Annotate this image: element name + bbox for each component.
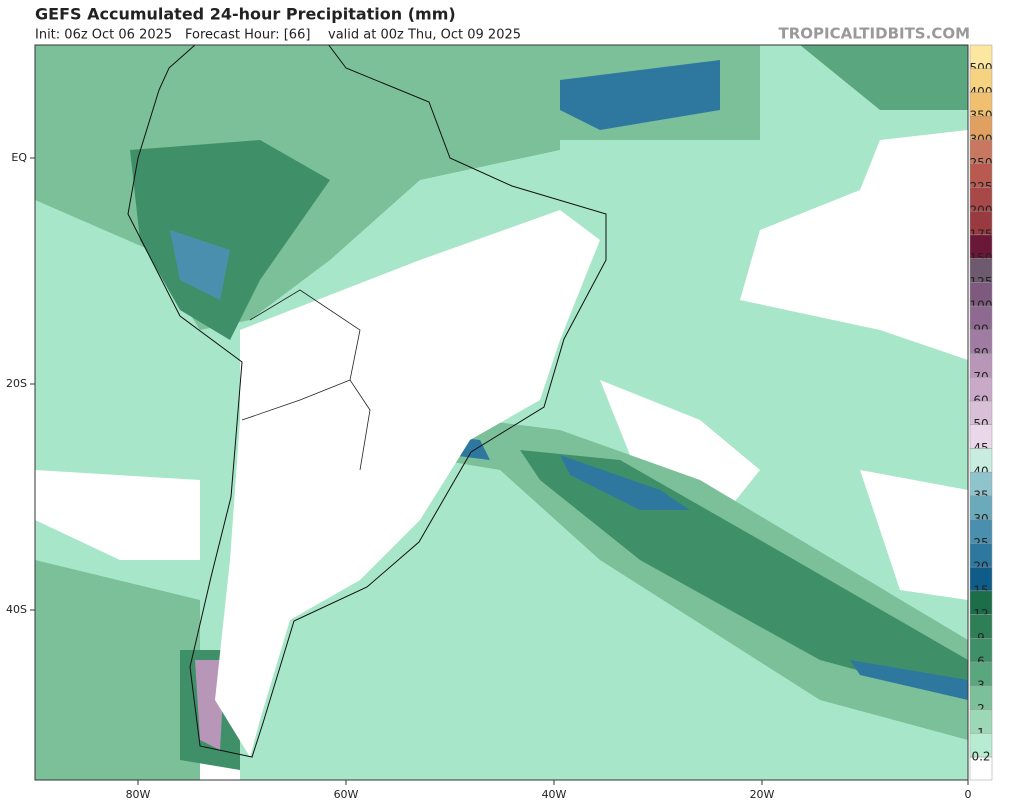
lat-label: 20S xyxy=(6,377,27,390)
watermark: TROPICALTIDBITS.COM xyxy=(779,25,971,43)
colorbar-label: 1 xyxy=(977,726,985,740)
colorbar-label: 0.2 xyxy=(971,750,990,764)
title: GEFS Accumulated 24-hour Precipitation (… xyxy=(35,5,456,24)
lon-label: 60W xyxy=(334,788,359,800)
map-frame xyxy=(34,44,969,781)
map-area xyxy=(35,45,968,780)
colorbar-label: 6 xyxy=(977,655,985,669)
colorbar-swatch xyxy=(969,733,993,758)
lon-label: 0 xyxy=(965,788,972,800)
init-time: Init: 06z Oct 06 2025 xyxy=(35,28,172,43)
colorbar-label: 9 xyxy=(977,631,985,645)
lon-label: 20W xyxy=(750,788,775,800)
valid-time: valid at 00z Thu, Oct 09 2025 xyxy=(328,28,521,43)
axes: EQ 20S 40S 80W 60W 40W 20W 0 xyxy=(6,151,971,800)
colorbar-label: 3 xyxy=(977,678,985,692)
forecast-hour: Forecast Hour: [66] xyxy=(185,28,310,43)
lon-label: 80W xyxy=(126,788,151,800)
lat-label: 40S xyxy=(6,603,27,616)
colorbar: 5004003503002502252001751501251009080706… xyxy=(969,44,993,781)
lat-label: EQ xyxy=(11,151,27,164)
colorbar-label: 2 xyxy=(977,702,985,716)
lon-label: 40W xyxy=(542,788,567,800)
